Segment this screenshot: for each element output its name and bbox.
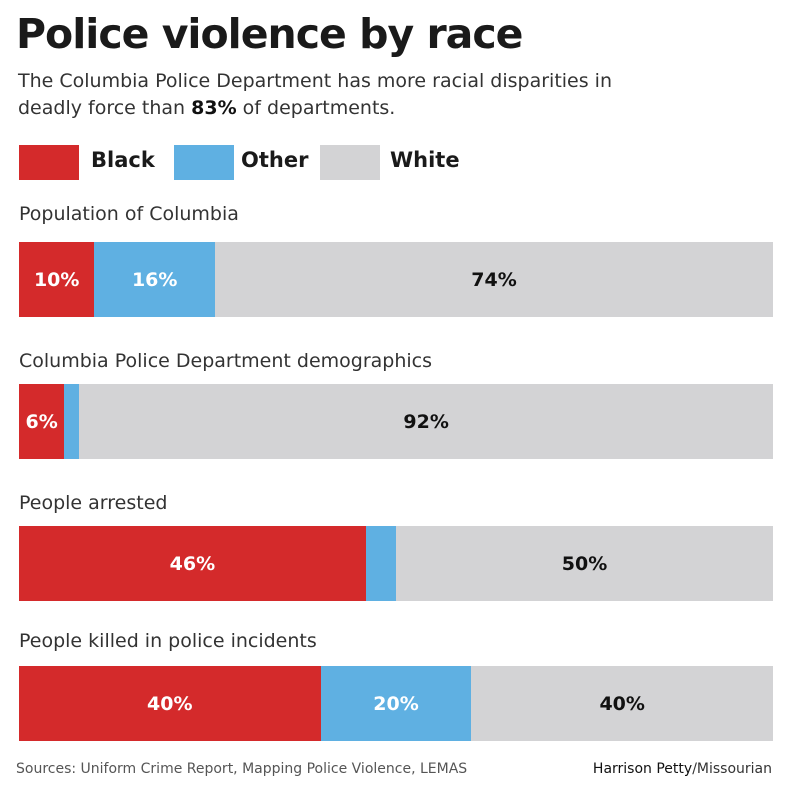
- category-label: People killed in police incidents: [19, 630, 317, 652]
- legend-swatch-white: [320, 145, 380, 180]
- subtitle-text-end: of departments.: [236, 97, 396, 119]
- bar-segment-black: 40%: [19, 666, 321, 741]
- data-label: 40%: [147, 692, 193, 715]
- data-label: 6%: [25, 410, 58, 433]
- bar-segment-other: 16%: [94, 242, 216, 317]
- subtitle-text: The Columbia Police Department has more …: [18, 70, 613, 119]
- stacked-bar: 40% 20% 40%: [19, 666, 773, 741]
- bar-segment-white: 74%: [215, 242, 773, 317]
- data-label: 92%: [403, 410, 449, 433]
- category-label: Columbia Police Department demographics: [19, 350, 433, 372]
- stacked-bar: 10% 16% 74%: [19, 242, 773, 317]
- stacked-bar: 6% 92%: [19, 384, 773, 459]
- bar-segment-other: [365, 526, 396, 601]
- data-label: 20%: [373, 692, 419, 715]
- stacked-bar: 46% 50%: [19, 526, 773, 601]
- subtitle-highlight: 83%: [191, 97, 237, 119]
- data-label: 10%: [33, 268, 80, 291]
- legend-label-white: White: [390, 148, 460, 172]
- data-label: 40%: [599, 692, 645, 715]
- data-label: 46%: [169, 552, 216, 575]
- sources-note: Sources: Uniform Crime Report, Mapping P…: [16, 761, 468, 777]
- credit-name: Harrison Petty: [592, 761, 693, 777]
- category-label: Population of Columbia: [19, 203, 239, 225]
- bar-segment-white: 40%: [471, 666, 773, 741]
- bar-segment-black: 6%: [19, 384, 65, 459]
- data-label: 16%: [131, 268, 178, 291]
- bar-segment-white: 92%: [79, 384, 773, 459]
- bar-segment-black: 46%: [19, 526, 366, 601]
- chart-title: Police violence by race: [16, 10, 523, 58]
- category-label: People arrested: [19, 492, 168, 514]
- legend-label-black: Black: [91, 148, 155, 172]
- bar-segment-other: 20%: [320, 666, 472, 741]
- bar-segment-black: 10%: [19, 242, 95, 317]
- bar-segment-white: 50%: [396, 526, 773, 601]
- data-label: 74%: [471, 268, 517, 291]
- bar-segment-other: [64, 384, 80, 459]
- credit-org: /Missourian: [692, 761, 772, 777]
- chart-subtitle: The Columbia Police Department has more …: [18, 68, 658, 122]
- legend-swatch-black: [19, 145, 79, 180]
- legend-swatch-other: [174, 145, 234, 180]
- credit: Harrison Petty/Missourian: [593, 761, 772, 777]
- legend-label-other: Other: [241, 148, 309, 172]
- data-label: 50%: [561, 552, 608, 575]
